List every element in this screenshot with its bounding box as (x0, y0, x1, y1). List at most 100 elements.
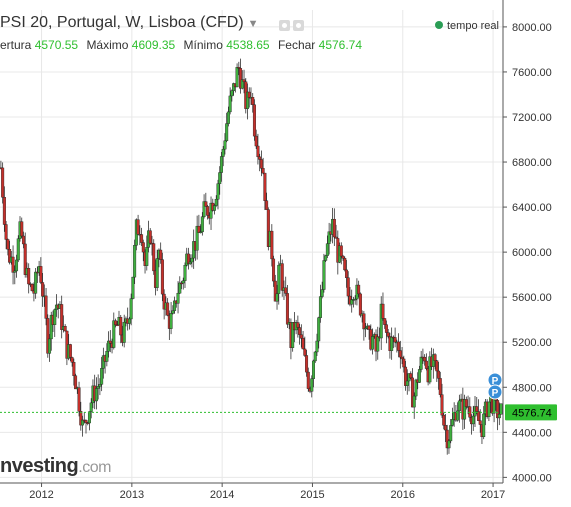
candle-body (197, 225, 201, 233)
candle-body (423, 356, 427, 362)
candle-body (101, 355, 105, 369)
live-dot-icon (435, 21, 443, 29)
candle-body (213, 205, 217, 211)
candle-body (200, 216, 204, 233)
candle-body (183, 265, 187, 281)
candle-body (155, 258, 159, 288)
candle-body (315, 340, 319, 353)
candle-body (237, 67, 241, 69)
y-tick-label: 6800.00 (512, 157, 552, 169)
candle-body (11, 256, 15, 273)
candle-body (173, 300, 177, 311)
candle-body (63, 325, 67, 332)
chart-title: PSI 20, Portugal, W, Lisboa (CFD) (0, 14, 244, 31)
candle-body (424, 360, 428, 369)
candle-body (379, 303, 383, 339)
event-markers: PP (487, 372, 503, 400)
candle-body (199, 231, 203, 234)
ohlc-readout: ertura 4570.55 Máximo 4609.35 Mínimo 453… (0, 38, 367, 52)
candle-body (162, 293, 166, 310)
candle-body (310, 378, 314, 392)
x-tick-label: 2015 (300, 489, 324, 501)
candle-body (195, 225, 199, 251)
candle-body (298, 327, 302, 335)
candle-body (414, 379, 418, 397)
candle-body (206, 206, 210, 216)
candle-body (70, 357, 74, 363)
candle-body (263, 172, 267, 201)
close-label: Fechar (277, 38, 316, 52)
low-value: 4538.65 (226, 38, 270, 52)
candle-body (285, 293, 289, 325)
candle-body (214, 199, 218, 206)
candle-body (169, 313, 173, 329)
candle-body (136, 219, 140, 235)
candle-body (219, 156, 223, 173)
candle-body (284, 287, 288, 294)
candle-body (404, 366, 408, 386)
candle-body (242, 79, 246, 82)
candle-body (343, 258, 347, 271)
candle-body (371, 336, 375, 350)
candle-body (23, 243, 27, 275)
candle-body (140, 234, 144, 243)
candle-body (98, 384, 102, 387)
candle-body (306, 371, 310, 389)
candle-body (350, 299, 354, 305)
candle-body (320, 289, 324, 297)
candle-body (60, 304, 64, 330)
candle-body (346, 277, 350, 297)
candle-body (277, 264, 281, 294)
candle-body (246, 91, 250, 109)
candle-body (114, 320, 118, 326)
candle-body (275, 293, 279, 302)
candle-body (16, 238, 20, 261)
candle-body (362, 313, 366, 330)
candle-body (1, 167, 5, 198)
candle-body (221, 148, 225, 157)
candle-body (313, 351, 317, 362)
candle-body (433, 354, 437, 361)
chart-header: PSI 20, Portugal, W, Lisboa (CFD) ▼ (0, 14, 259, 32)
candle-body (296, 322, 300, 328)
candle-body (68, 344, 72, 358)
candle-body (291, 322, 295, 348)
candle-body (332, 218, 336, 238)
candle-body (166, 302, 170, 316)
candle-body (438, 378, 442, 395)
candle-body (435, 360, 439, 372)
candle-body (131, 276, 135, 299)
candle-body (299, 334, 303, 339)
y-tick-label: 5600.00 (512, 292, 552, 304)
candle-body (384, 324, 388, 333)
chevron-down-icon[interactable]: ▼ (247, 18, 259, 30)
candle-body (383, 318, 387, 325)
logo-suffix: .com (78, 459, 111, 476)
candle-body (133, 245, 137, 278)
candle-body (301, 338, 305, 350)
candle-body (225, 123, 229, 142)
candle-body (72, 362, 76, 376)
y-axis: 4000.00 4400.00 4800.00 5200.00 5600.00 6000.… (502, 0, 552, 484)
y-tick-label: 7200.00 (512, 112, 552, 124)
candle-body (353, 298, 357, 301)
close-value: 4576.74 (318, 38, 363, 52)
camera-icon[interactable] (279, 20, 290, 31)
candle-body (235, 67, 239, 88)
event-marker-label: P (492, 388, 499, 399)
candle-body (402, 358, 406, 368)
candle-body (456, 410, 460, 421)
candle-body (357, 284, 361, 295)
price-label-box (505, 404, 557, 421)
gear-icon[interactable] (293, 20, 304, 31)
y-tick-label: 4800.00 (512, 382, 552, 394)
candle-body (13, 270, 17, 273)
candle-body (129, 298, 133, 320)
candle-body (239, 68, 243, 89)
candle-body (471, 415, 475, 425)
candle-body (463, 399, 467, 420)
candle-body (258, 156, 262, 160)
candle-body (397, 341, 401, 351)
